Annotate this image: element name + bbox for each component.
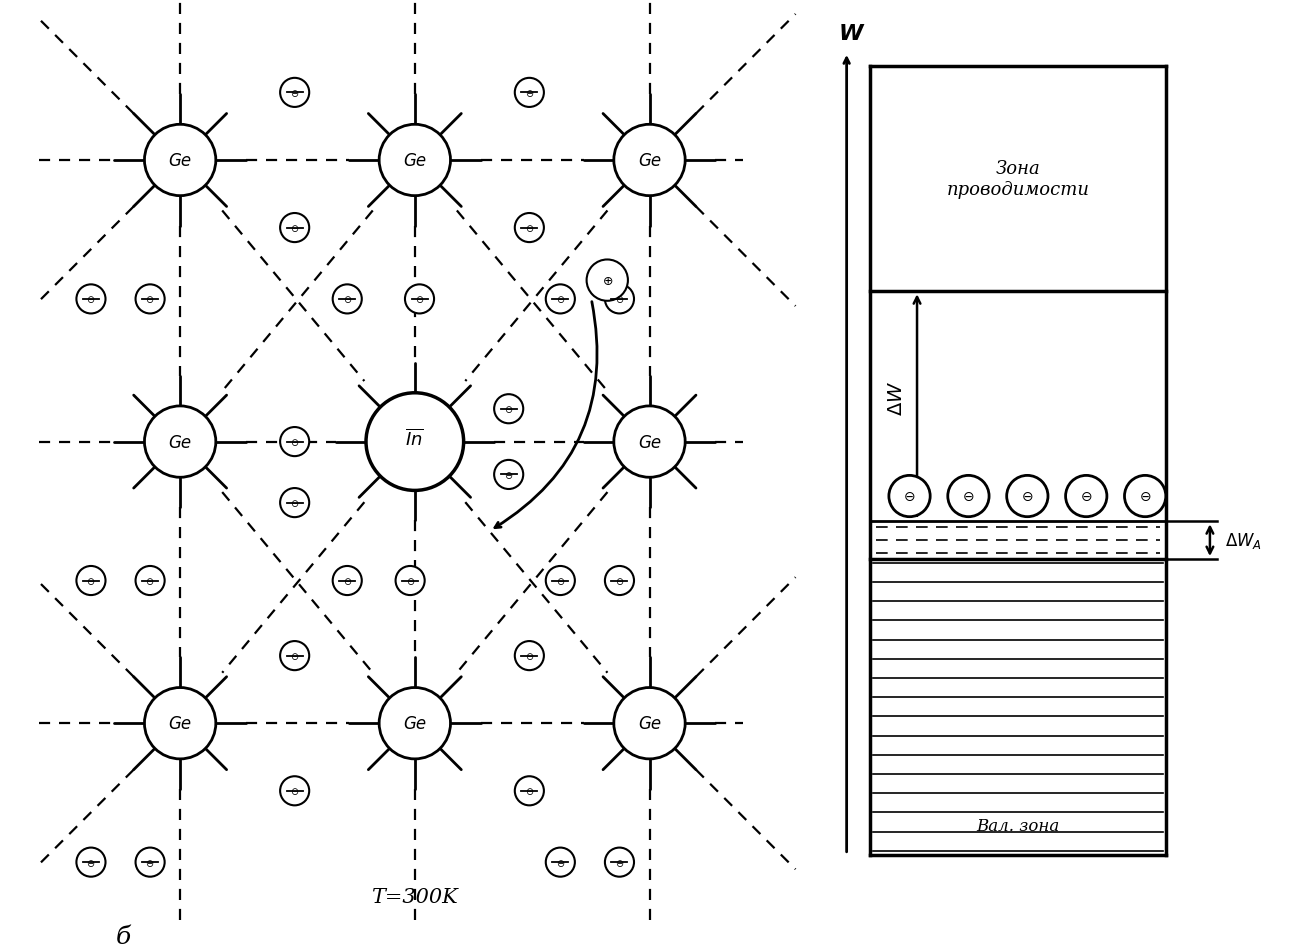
Text: $\ominus$: $\ominus$	[145, 857, 155, 868]
Circle shape	[605, 285, 634, 314]
Text: W: W	[839, 24, 864, 43]
Text: $\ominus$: $\ominus$	[343, 576, 352, 586]
Circle shape	[379, 688, 451, 759]
Text: $\ominus$: $\ominus$	[1139, 490, 1151, 503]
Text: $\oplus$: $\oplus$	[601, 275, 613, 287]
Text: $\ominus$: $\ominus$	[1021, 490, 1034, 503]
Circle shape	[135, 566, 165, 596]
Circle shape	[948, 476, 989, 517]
Text: б: б	[116, 925, 131, 944]
Text: Ge: Ge	[638, 715, 661, 733]
Text: $\ominus$: $\ominus$	[414, 295, 425, 305]
Text: $\ominus$: $\ominus$	[556, 576, 565, 586]
Text: $\ominus$: $\ominus$	[614, 576, 624, 586]
Text: Вал. зона: Вал. зона	[977, 818, 1060, 834]
Text: $\ominus$: $\ominus$	[290, 497, 299, 509]
Circle shape	[614, 688, 685, 759]
Circle shape	[546, 566, 575, 596]
Circle shape	[77, 566, 105, 596]
Circle shape	[333, 285, 362, 314]
Text: Ge: Ge	[403, 152, 426, 170]
Text: $\ominus$: $\ominus$	[525, 785, 534, 797]
Text: $\ominus$: $\ominus$	[614, 857, 624, 868]
Text: $\ominus$: $\ominus$	[86, 857, 96, 868]
Text: $\ominus$: $\ominus$	[343, 295, 352, 305]
Text: Ge: Ge	[638, 152, 661, 170]
Text: $\ominus$: $\ominus$	[1079, 490, 1092, 503]
Circle shape	[281, 213, 309, 243]
Text: $\ominus$: $\ominus$	[290, 785, 299, 797]
Circle shape	[144, 688, 216, 759]
Text: $\ominus$: $\ominus$	[556, 857, 565, 868]
Circle shape	[587, 261, 627, 301]
Circle shape	[333, 566, 362, 596]
Text: $\ominus$: $\ominus$	[145, 295, 155, 305]
Circle shape	[379, 126, 451, 196]
Text: Зона
проводимости: Зона проводимости	[947, 160, 1090, 199]
Circle shape	[514, 78, 544, 108]
Text: $\ominus$: $\ominus$	[963, 490, 974, 503]
Circle shape	[1125, 476, 1165, 517]
Circle shape	[514, 213, 544, 243]
Text: $\ominus$: $\ominus$	[556, 295, 565, 305]
Circle shape	[281, 78, 309, 108]
Circle shape	[281, 776, 309, 805]
Circle shape	[396, 566, 425, 596]
Text: $\ominus$: $\ominus$	[525, 223, 534, 234]
Circle shape	[494, 395, 523, 424]
Text: T=300K: T=300K	[372, 887, 459, 906]
Text: $\ominus$: $\ominus$	[290, 437, 299, 447]
Circle shape	[405, 285, 434, 314]
Circle shape	[77, 285, 105, 314]
Circle shape	[281, 489, 309, 517]
Text: Ge: Ge	[403, 715, 426, 733]
Text: Ge: Ge	[638, 433, 661, 451]
Circle shape	[1007, 476, 1048, 517]
Text: Ge: Ge	[169, 152, 192, 170]
Circle shape	[605, 848, 634, 877]
Circle shape	[144, 126, 216, 196]
Circle shape	[546, 848, 575, 877]
Text: $\ominus$: $\ominus$	[903, 490, 916, 503]
Text: $\ominus$: $\ominus$	[504, 404, 513, 414]
Circle shape	[144, 407, 216, 478]
Text: $\ominus$: $\ominus$	[86, 576, 96, 586]
Text: $\ominus$: $\ominus$	[290, 650, 299, 662]
Circle shape	[135, 848, 165, 877]
Circle shape	[614, 407, 685, 478]
Circle shape	[281, 641, 309, 670]
Text: $\overline{In}$: $\overline{In}$	[405, 428, 425, 448]
Text: $\ominus$: $\ominus$	[145, 576, 155, 586]
Text: $\Delta W$: $\Delta W$	[887, 380, 905, 415]
Circle shape	[77, 848, 105, 877]
Circle shape	[614, 126, 685, 196]
Text: $\ominus$: $\ominus$	[525, 650, 534, 662]
Circle shape	[366, 394, 464, 491]
Circle shape	[135, 285, 165, 314]
Circle shape	[494, 461, 523, 490]
Text: $\ominus$: $\ominus$	[504, 469, 513, 480]
Text: $\ominus$: $\ominus$	[290, 223, 299, 234]
Circle shape	[1065, 476, 1107, 517]
Text: Ge: Ge	[169, 433, 192, 451]
Text: $\ominus$: $\ominus$	[525, 88, 534, 99]
Circle shape	[514, 776, 544, 805]
Circle shape	[605, 566, 634, 596]
Circle shape	[281, 428, 309, 457]
Text: $\ominus$: $\ominus$	[290, 88, 299, 99]
Text: $\ominus$: $\ominus$	[614, 295, 624, 305]
Text: Ge: Ge	[169, 715, 192, 733]
Text: $\Delta W_A$: $\Delta W_A$	[1225, 531, 1261, 550]
Circle shape	[514, 641, 544, 670]
Text: $\ominus$: $\ominus$	[405, 576, 414, 586]
Circle shape	[889, 476, 930, 517]
Circle shape	[546, 285, 575, 314]
Text: $\ominus$: $\ominus$	[86, 295, 96, 305]
